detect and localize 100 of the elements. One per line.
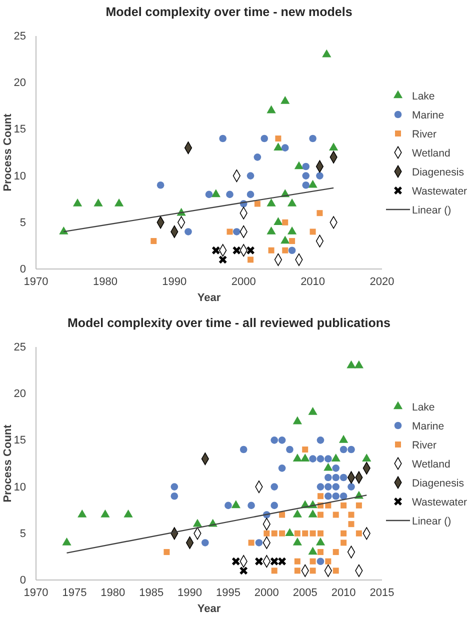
point [248,502,255,510]
y-tick-label: 5 [20,216,26,229]
point [270,483,278,490]
point [316,483,324,490]
point [309,134,316,142]
point [226,190,234,198]
y-tick-label: 20 [14,388,26,400]
point [317,493,324,500]
point [302,530,308,536]
point [322,49,332,58]
point [348,512,354,518]
point [340,530,347,536]
point [278,464,286,472]
point [205,190,213,198]
point [332,483,340,490]
point [348,446,355,454]
y-tick-label: 0 [20,574,26,587]
point [282,219,288,226]
point [278,436,286,444]
y-tick-label: 25 [14,30,26,43]
x-tick-label: 1970 [24,586,48,599]
point [164,549,170,556]
x-tick-label: 1990 [178,586,202,599]
point [281,144,289,152]
point [114,198,124,206]
point [340,492,348,500]
point [302,446,308,453]
point [254,200,260,207]
y-axis-title: Process Count [2,113,14,192]
point [150,238,157,244]
point [329,142,338,150]
point [308,406,318,415]
point [308,509,318,518]
point [288,246,296,254]
point [292,454,302,462]
point [212,246,220,255]
point [287,198,297,206]
point [348,483,355,490]
point [266,105,276,114]
point [232,557,240,566]
point [362,454,372,462]
point [170,483,178,490]
point [338,434,348,443]
legend-label: Lake [412,402,435,414]
point [340,502,347,508]
x-tick-label: 1985 [139,586,164,599]
legend-label: River [412,440,438,452]
point [248,256,254,263]
point [302,181,310,189]
point [274,142,283,150]
point [310,530,316,536]
point [317,530,324,536]
point [286,446,294,454]
point [280,96,290,104]
x-tick-label: 2000 [231,276,256,288]
point [309,455,316,462]
point [232,246,242,255]
point [332,492,340,500]
point [317,512,324,518]
legend-label: Wetland [412,148,450,160]
point [170,492,178,500]
point [340,540,347,546]
point [156,181,164,189]
point [317,549,324,556]
point [231,500,240,508]
point [233,228,240,236]
point [192,518,202,527]
point [224,502,232,510]
point [239,566,248,576]
x-tick-label: 1975 [62,586,87,599]
y-tick-label: 15 [14,124,26,136]
point [356,530,362,536]
point [226,228,233,235]
point [308,546,318,555]
y-tick-label: 20 [14,77,26,90]
x-tick-label: 2020 [370,276,394,288]
point [331,454,340,462]
point [279,512,286,518]
legend-label: Wastewater [412,496,468,508]
point [348,521,354,528]
point [62,537,72,546]
point [219,134,226,142]
point [316,172,324,180]
point [316,210,323,216]
point [211,189,220,198]
point [270,436,278,444]
point [324,455,332,462]
point [285,528,294,536]
point [100,509,110,518]
chart-title: Model complexity over time - new models [106,5,352,19]
point [332,464,340,472]
point [292,537,302,546]
chart-title: Model complexity over time - all reviewed publications [67,316,391,330]
point [294,161,304,170]
x-axis-title: Year [197,292,222,304]
point [325,558,332,564]
point [184,228,192,236]
point [271,568,278,574]
x-axis-title: Year [197,603,222,615]
point [248,540,254,546]
